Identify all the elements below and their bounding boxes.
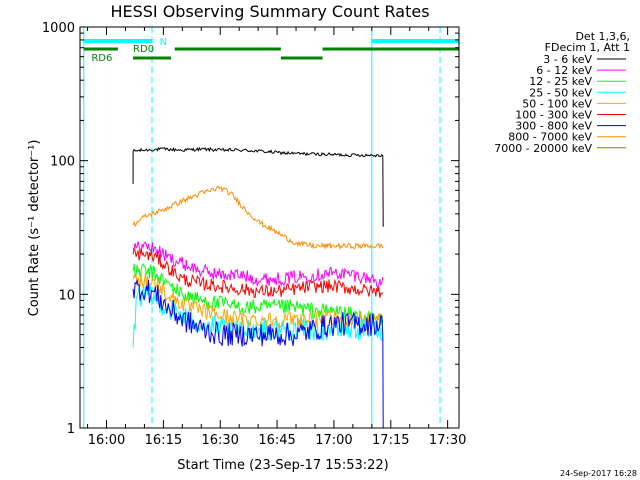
legend-label-9: 7000 - 20000 keV bbox=[494, 142, 592, 155]
legend-label-2: 6 - 12 keV bbox=[536, 64, 592, 77]
status-bar-label-rd0: RD0 bbox=[133, 44, 154, 55]
series-line-7 bbox=[132, 278, 384, 429]
series-line-1 bbox=[132, 146, 384, 227]
series-line-8 bbox=[132, 185, 384, 250]
legend-header-line-1: Det 1,3,6, bbox=[575, 30, 630, 43]
y-tick-label-1: 1 bbox=[67, 422, 75, 437]
legend-item-6: 100 - 300 keV bbox=[515, 109, 626, 122]
chart-title: HESSI Observing Summary Count Rates bbox=[110, 2, 429, 21]
x-tick-label-2: 16:15 bbox=[145, 433, 182, 448]
x-tick-label-5: 17:00 bbox=[315, 433, 352, 448]
legend-item-8: 800 - 7000 keV bbox=[508, 131, 626, 144]
legend-label-6: 100 - 300 keV bbox=[515, 109, 592, 122]
series-line-5 bbox=[132, 273, 384, 329]
y-tick-label-4: 1000 bbox=[42, 21, 75, 36]
x-axis-label: Start Time (23-Sep-17 15:53:22) bbox=[177, 458, 388, 473]
x-tick-label-3: 16:30 bbox=[201, 433, 238, 448]
legend-label-7: 300 - 800 keV bbox=[515, 120, 592, 133]
x-tick-label-4: 16:45 bbox=[258, 433, 295, 448]
legend-item-2: 6 - 12 keV bbox=[536, 64, 626, 77]
y-tick-label-2: 10 bbox=[58, 288, 75, 303]
status-bar-label-rd6: RD6 bbox=[91, 53, 112, 64]
legend-item-5: 50 - 100 keV bbox=[522, 97, 626, 110]
status-bar-label-n: N bbox=[160, 37, 167, 48]
legend-label-3: 12 - 25 keV bbox=[529, 75, 592, 88]
legend-item-1: 3 - 6 keV bbox=[543, 53, 626, 66]
plot-area: N RD0 RD6 16:00 16:15 16:30 16:45 17:00 17:15 17:… bbox=[42, 21, 466, 448]
legend-header-line-2: FDecim 1, Att 1 bbox=[545, 41, 630, 54]
plot-frame bbox=[79, 26, 460, 429]
legend-item-3: 12 - 25 keV bbox=[529, 75, 626, 88]
series-line-2 bbox=[132, 241, 384, 289]
legend-item-7: 300 - 800 keV bbox=[515, 120, 626, 133]
legend-item-4: 25 - 50 keV bbox=[529, 86, 626, 99]
legend-label-5: 50 - 100 keV bbox=[522, 97, 592, 110]
x-tick-label-6: 17:15 bbox=[372, 433, 409, 448]
y-tick-label-3: 100 bbox=[50, 155, 75, 170]
legend-item-9: 7000 - 20000 keV bbox=[494, 142, 626, 155]
legend-label-1: 3 - 6 keV bbox=[543, 53, 592, 66]
y-axis-label: Count Rate (s⁻¹ detector⁻¹) bbox=[27, 140, 42, 317]
legend-label-4: 25 - 50 keV bbox=[529, 86, 592, 99]
series-line-3 bbox=[132, 263, 384, 327]
x-tick-label-7: 17:30 bbox=[429, 433, 466, 448]
timestamp: 24-Sep-2017 16:28 bbox=[560, 469, 637, 478]
legend-label-8: 800 - 7000 keV bbox=[508, 131, 592, 144]
x-tick-label-1: 16:00 bbox=[88, 433, 125, 448]
series-line-6 bbox=[132, 247, 384, 298]
